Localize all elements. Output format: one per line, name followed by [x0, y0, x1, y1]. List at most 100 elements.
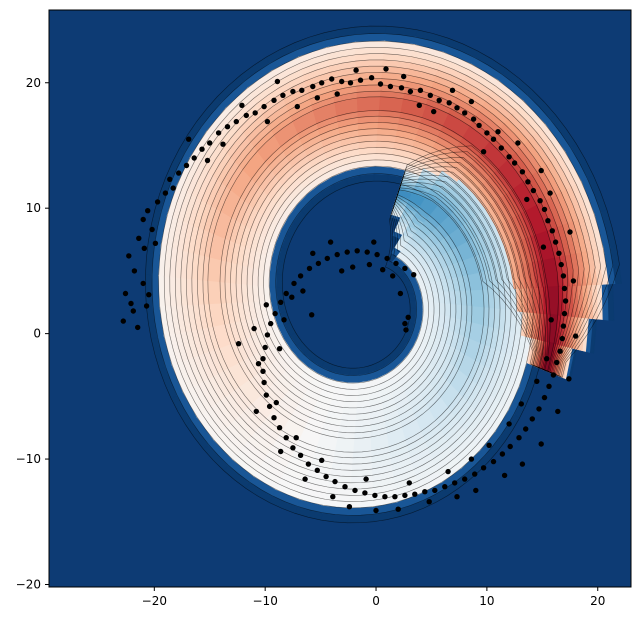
scatter-point — [354, 248, 360, 254]
scatter-point — [401, 73, 407, 80]
y-tick-label: 0 — [33, 327, 41, 341]
scatter-point — [264, 332, 271, 338]
scatter-point — [422, 489, 428, 495]
scatter-point — [357, 77, 364, 83]
scatter-point — [515, 140, 521, 146]
scatter-point — [334, 251, 340, 258]
scatter-point — [405, 314, 411, 320]
contour-line — [207, 96, 559, 453]
scatter-point — [278, 299, 284, 305]
scatter-point — [524, 196, 530, 203]
scatter-point — [562, 298, 569, 304]
scatter-point — [263, 392, 269, 398]
scatter-point — [310, 250, 316, 256]
scatter-point — [561, 285, 568, 292]
scatter-point — [362, 490, 368, 496]
scatter-point — [299, 87, 305, 94]
scatter-point — [290, 445, 296, 451]
scatter-point — [436, 97, 442, 104]
scatter-point — [353, 67, 359, 73]
scatter-point — [561, 310, 568, 317]
scatter-point — [470, 116, 477, 122]
scatter-point — [402, 265, 408, 272]
scatter-point — [186, 136, 192, 142]
scatter-point — [300, 288, 306, 294]
scatter-point — [412, 491, 418, 497]
scatter-point — [152, 240, 159, 246]
x-tick-label: 10 — [479, 594, 494, 608]
scatter-point — [468, 456, 475, 462]
scatter-point — [530, 187, 537, 194]
scatter-point — [280, 92, 286, 99]
scatter-point — [572, 333, 579, 339]
contour-band-segment — [352, 436, 372, 453]
scatter-point — [251, 325, 257, 332]
scatter-point — [432, 487, 438, 494]
scatter-point — [392, 494, 398, 500]
contour-line — [158, 40, 607, 509]
scatter-point — [468, 98, 475, 105]
scatter-point — [207, 140, 213, 146]
scatter-point — [291, 280, 297, 287]
scatter-point — [452, 480, 458, 486]
scatter-point — [126, 253, 132, 259]
scatter-point — [462, 110, 468, 116]
scatter-point — [235, 341, 242, 347]
y-tick-label: −10 — [16, 452, 41, 466]
scatter-point — [473, 487, 479, 494]
scatter-point — [302, 476, 308, 482]
scatter-point — [167, 176, 173, 182]
scatter-point — [538, 441, 544, 447]
scatter-point — [332, 478, 338, 485]
scatter-point — [363, 476, 369, 482]
scatter-point — [519, 461, 526, 467]
contour-line — [191, 78, 574, 471]
scatter-point — [484, 130, 490, 136]
scatter-point — [243, 112, 249, 119]
scatter-point — [402, 320, 408, 327]
scatter-point — [519, 169, 526, 175]
scatter-point — [538, 167, 544, 174]
scatter-point — [371, 239, 377, 245]
contour-line — [145, 25, 620, 524]
contour-band-segment — [356, 96, 381, 113]
scatter-points — [120, 66, 579, 514]
contour-line — [202, 90, 563, 459]
scatter-point — [293, 435, 299, 441]
scatter-point — [319, 80, 325, 86]
scatter-point — [342, 484, 348, 490]
scatter-point — [570, 278, 577, 284]
scatter-point — [506, 421, 512, 427]
scatter-point — [350, 264, 356, 270]
scatter-point — [289, 294, 295, 300]
scatter-point — [445, 468, 451, 475]
y-axis: −20 −10 0 10 20 — [16, 76, 49, 591]
scatter-point — [283, 435, 289, 441]
scatter-point — [397, 290, 404, 297]
scatter-point — [199, 146, 205, 152]
scatter-point — [499, 451, 506, 457]
scatter-point — [454, 105, 460, 111]
scatter-point — [191, 155, 197, 161]
scatter-point — [339, 78, 345, 85]
scatter-point — [540, 244, 547, 250]
scatter-point — [480, 149, 487, 155]
scatter-point — [329, 76, 335, 82]
scatter-point — [390, 273, 396, 279]
scatter-point — [294, 103, 300, 110]
scatter-point — [559, 335, 565, 342]
scatter-point — [567, 229, 573, 235]
scatter-point — [403, 327, 409, 333]
x-tick-label: 0 — [372, 594, 380, 608]
scatter-point — [372, 492, 378, 499]
scatter-point — [501, 472, 508, 479]
scatter-point — [271, 415, 277, 421]
scatter-point — [406, 480, 412, 486]
scatter-point — [327, 239, 334, 245]
scatter-point — [278, 448, 284, 455]
scatter-point — [146, 292, 152, 298]
scatter-point — [380, 267, 386, 273]
scatter-point — [476, 122, 482, 129]
scatter-point — [255, 361, 262, 367]
